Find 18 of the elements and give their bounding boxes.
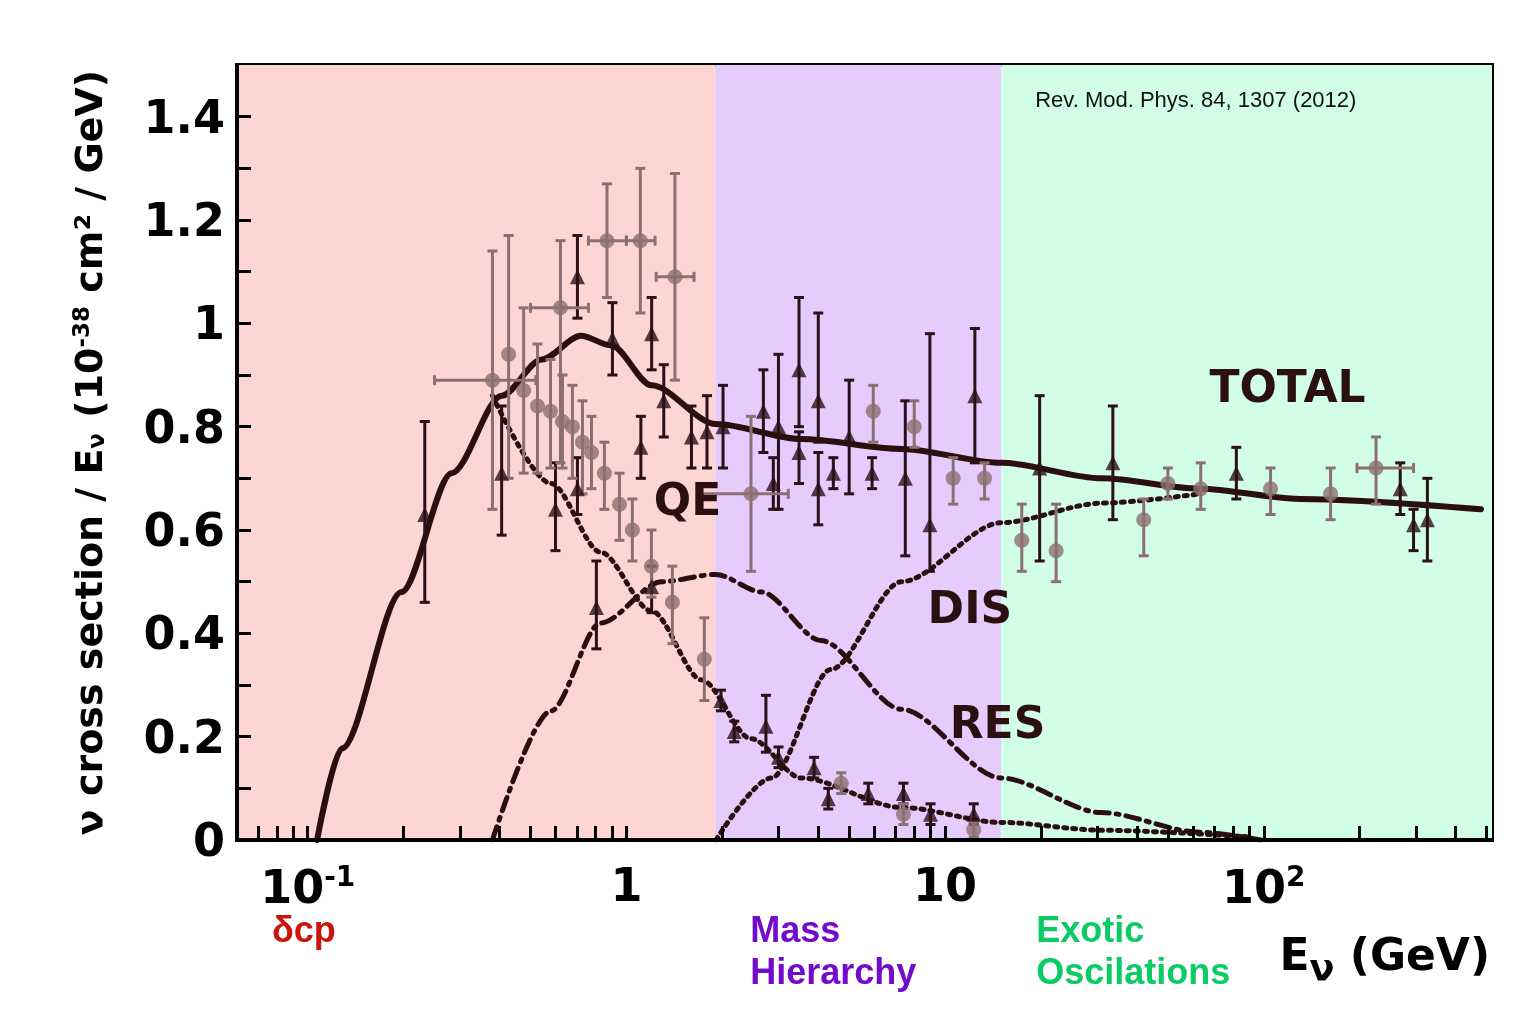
annotation: RES: [949, 696, 1046, 748]
y-tick-label: 1.2: [143, 193, 225, 247]
annotation: DIS: [927, 582, 1013, 633]
y-tick-label: 0.8: [143, 399, 225, 454]
x-axis-title: E$_{ν}$ (GeV): [1279, 929, 1490, 991]
annotation: TOTAL: [1209, 361, 1366, 413]
y-tick-label: 0.2: [143, 709, 225, 764]
y-tick-label: 0.6: [143, 503, 225, 557]
band-label: Exotic Oscilations: [1036, 908, 1231, 992]
y-axis-title: ν cross section / Eν (10-38 cm² / GeV): [67, 69, 111, 836]
y-tick-label: 1.4: [143, 89, 225, 144]
annotation: Rev. Mod. Phys. 84, 1307 (2012): [1035, 87, 1357, 113]
y-tick-label: 1: [192, 296, 225, 351]
band-label: δcp: [272, 908, 336, 950]
x-tick-label: 1: [610, 858, 643, 912]
y-tick-label: 0: [192, 813, 225, 867]
y-tick-label: 0.4: [143, 606, 225, 661]
annotation: QE: [653, 474, 722, 526]
